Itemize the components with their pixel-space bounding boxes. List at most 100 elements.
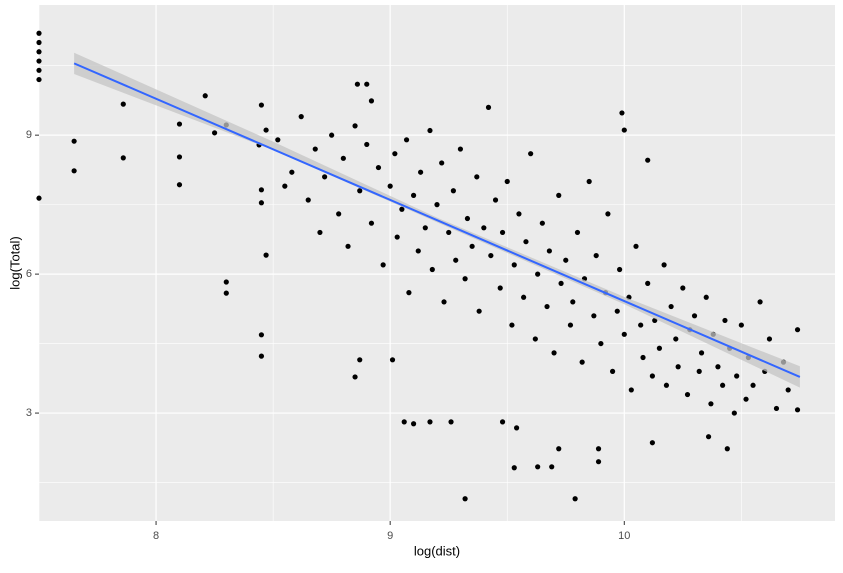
x-axis-title: log(dist) [414, 543, 460, 558]
y-tick-label: 3 [26, 407, 32, 419]
point [176, 154, 183, 160]
point [176, 121, 183, 127]
point [567, 322, 574, 328]
point [485, 104, 492, 110]
y-tick-label: 6 [26, 268, 32, 280]
point [223, 279, 229, 285]
point [497, 285, 503, 291]
point [656, 345, 663, 351]
point [410, 192, 417, 198]
point [476, 308, 482, 314]
point [708, 401, 714, 407]
point [375, 164, 382, 171]
point [743, 396, 749, 402]
point [364, 81, 370, 87]
point [516, 211, 522, 217]
point [691, 313, 698, 319]
point [446, 229, 452, 236]
point [354, 81, 360, 87]
point [570, 299, 576, 305]
point [794, 327, 801, 333]
point [640, 354, 646, 361]
point [202, 93, 208, 99]
point [258, 187, 265, 193]
point [766, 336, 773, 342]
point [586, 178, 592, 185]
point [668, 303, 674, 310]
point [628, 387, 634, 393]
point [36, 39, 42, 46]
point [427, 419, 433, 425]
point [312, 146, 318, 152]
point [441, 299, 447, 305]
point [750, 382, 756, 388]
point [71, 168, 77, 174]
point [263, 252, 269, 258]
point [535, 271, 541, 277]
point [176, 182, 183, 188]
point [453, 257, 459, 263]
point [401, 419, 407, 425]
point [621, 331, 627, 337]
point [469, 243, 475, 249]
point [499, 419, 506, 425]
point [521, 294, 527, 300]
point [462, 276, 468, 282]
point [36, 30, 42, 36]
point [275, 137, 281, 143]
point [638, 322, 644, 328]
point [36, 76, 42, 83]
point [403, 137, 410, 143]
point [544, 303, 550, 310]
point [663, 382, 670, 388]
point [120, 101, 126, 107]
point [514, 425, 520, 431]
point [464, 215, 471, 222]
point [675, 364, 681, 370]
y-tick-label: 9 [26, 129, 32, 141]
point [551, 350, 557, 356]
point [605, 211, 611, 217]
point [223, 290, 229, 296]
point [392, 151, 398, 157]
point [731, 410, 737, 416]
point [595, 459, 602, 465]
point [329, 132, 335, 138]
point [617, 266, 623, 273]
point [394, 234, 400, 240]
point [71, 138, 77, 144]
point [352, 123, 358, 129]
point [422, 225, 428, 231]
point [614, 308, 620, 314]
point [724, 446, 730, 452]
point [572, 496, 578, 502]
point [773, 405, 780, 412]
point [389, 357, 396, 363]
point [450, 188, 456, 194]
point [368, 220, 375, 226]
point [556, 192, 562, 198]
point [36, 49, 42, 55]
point [511, 465, 517, 471]
point [785, 387, 791, 393]
point [556, 446, 562, 452]
point [410, 421, 417, 427]
point [645, 280, 651, 286]
point [36, 195, 42, 201]
point [593, 252, 599, 259]
point [289, 169, 295, 175]
point [427, 127, 433, 134]
point [661, 262, 667, 268]
point [429, 266, 435, 273]
point [434, 202, 440, 208]
point [211, 130, 218, 136]
point [120, 155, 126, 161]
point [322, 174, 328, 180]
point [357, 188, 363, 194]
point [305, 197, 311, 203]
point [574, 229, 581, 236]
point [698, 350, 705, 356]
point [415, 248, 421, 254]
panel [39, 5, 835, 521]
